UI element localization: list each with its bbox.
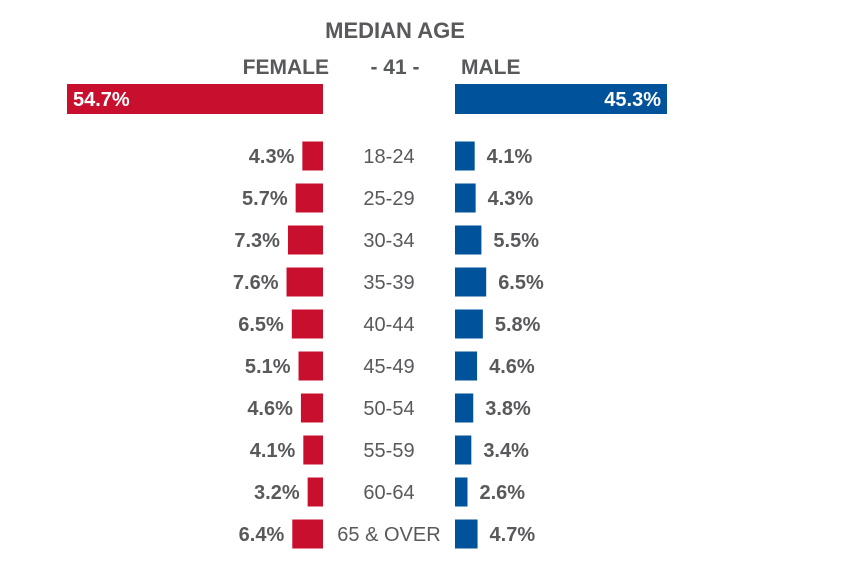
age-group-label: 40-44 (363, 314, 414, 336)
age-group-label: 60-64 (363, 482, 414, 504)
female-value-label: 6.4% (239, 524, 285, 546)
male-value-label: 6.5% (498, 272, 544, 294)
female-value-label: 3.2% (254, 482, 300, 504)
age-group-label: 45-49 (363, 356, 414, 378)
male-bar (455, 141, 475, 171)
female-value-label: 5.1% (245, 356, 291, 378)
male-value-label: 5.5% (493, 230, 539, 252)
male-value-label: 5.8% (495, 314, 541, 336)
male-value-label: 4.6% (489, 356, 535, 378)
female-bar (291, 309, 323, 339)
female-bar (295, 183, 323, 213)
age-group-label: 55-59 (363, 440, 414, 462)
male-bar (455, 267, 487, 297)
male-value-label: 3.8% (485, 398, 531, 420)
age-group-label: 25-29 (363, 188, 414, 210)
male-value-label: 4.7% (490, 524, 536, 546)
female-bar (287, 225, 323, 255)
male-bar (455, 477, 468, 507)
male-bar (455, 351, 478, 381)
male-bar (455, 183, 476, 213)
male-value-label: 4.3% (488, 188, 534, 210)
male-bar (455, 519, 478, 549)
female-bar (307, 477, 323, 507)
female-value-label: 7.3% (234, 230, 280, 252)
female-value-label: 4.1% (250, 440, 296, 462)
female-bar (300, 393, 323, 423)
female-value-label: 7.6% (233, 272, 279, 294)
female-bar (298, 351, 323, 381)
age-group-label: 50-54 (363, 398, 414, 420)
female-value-label: 4.6% (247, 398, 293, 420)
female-header: FEMALE (243, 56, 329, 79)
male-bar (455, 435, 472, 465)
female-value-label: 6.5% (238, 314, 284, 336)
male-total-label: 45.3% (604, 89, 661, 111)
female-total-label: 54.7% (73, 89, 130, 111)
chart-marks: 54.7% 45.3% 4.3% 18-24 4.1% 5.7% 25-29 4.3% 7.3%… (67, 84, 668, 549)
male-bar (455, 393, 474, 423)
male-value-label: 4.1% (487, 146, 533, 168)
age-group-label: 65 & OVER (337, 524, 440, 546)
male-value-label: 2.6% (479, 482, 525, 504)
median-age-value: - 41 - (370, 56, 419, 79)
age-group-label: 18-24 (363, 146, 414, 168)
female-bar (286, 267, 323, 297)
male-header: MALE (461, 56, 521, 79)
male-total-bar (455, 84, 668, 114)
female-value-label: 4.3% (249, 146, 295, 168)
male-bar (455, 225, 482, 255)
chart-title: MEDIAN AGE (325, 18, 465, 43)
female-bar (292, 519, 323, 549)
male-bar (455, 309, 483, 339)
male-value-label: 3.4% (483, 440, 529, 462)
female-total-bar (67, 84, 323, 114)
female-value-label: 5.7% (242, 188, 288, 210)
age-group-label: 30-34 (363, 230, 414, 252)
female-bar (302, 141, 323, 171)
female-bar (303, 435, 323, 465)
age-group-label: 35-39 (363, 272, 414, 294)
